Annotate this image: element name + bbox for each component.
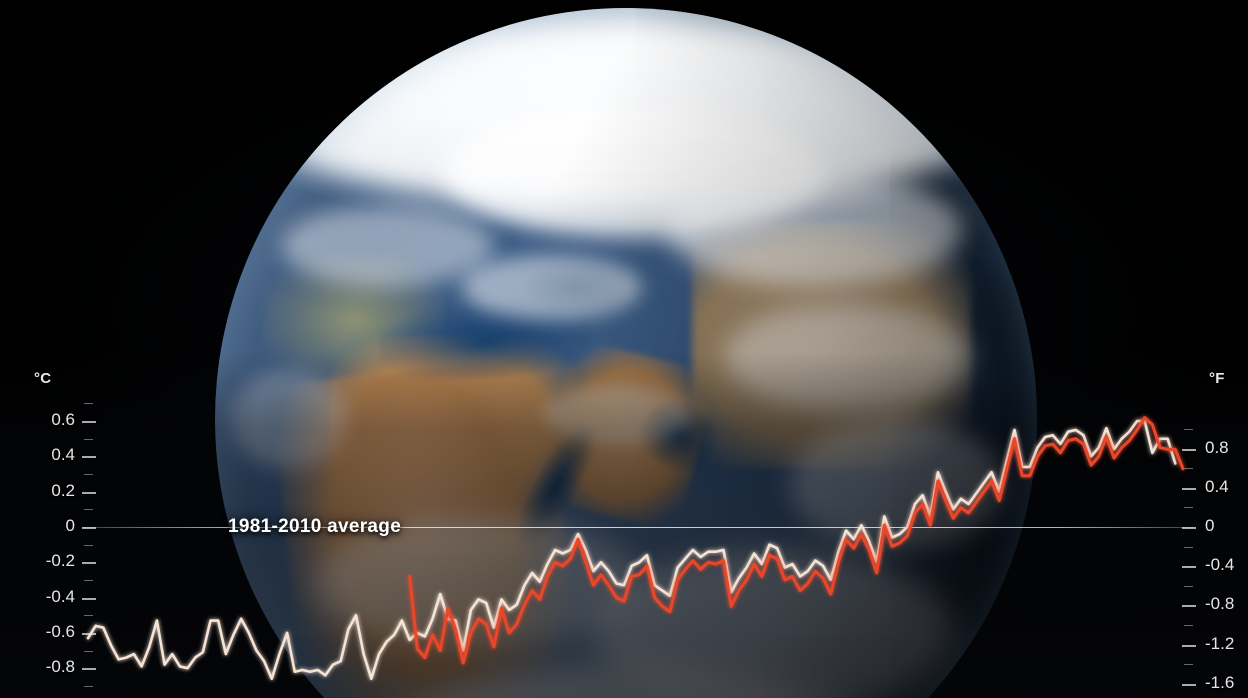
right-tick-mark: [1182, 644, 1196, 647]
left-tick-label: -0.8: [45, 657, 75, 677]
right-tick-mark: [1182, 487, 1196, 490]
left-minor-tick: [84, 615, 93, 617]
left-tick-label: 0: [65, 516, 75, 535]
left-tick-label: 0.2: [51, 480, 75, 500]
right-tick-label: -1.2: [1205, 633, 1235, 653]
right-minor-tick: [1184, 585, 1193, 587]
fahrenheit-unit-label: °F: [1209, 370, 1225, 387]
left-tick-label: -0.4: [45, 586, 75, 606]
left-minor-tick: [84, 650, 93, 652]
celsius-unit-label: °C: [34, 370, 52, 387]
left-minor-tick: [84, 403, 93, 405]
left-minor-tick: [84, 685, 93, 687]
series-line-red: [408, 416, 1185, 665]
left-tick-mark: [82, 632, 96, 635]
right-minor-tick: [1184, 625, 1193, 627]
left-tick-mark: [82, 527, 96, 529]
left-tick-mark: [82, 491, 96, 494]
left-minor-tick: [84, 544, 93, 546]
left-tick-label: -0.2: [45, 551, 75, 571]
baseline-average-label: 1981-2010 average: [228, 516, 402, 537]
series-line-cream: [86, 419, 1177, 681]
left-tick-label: 0.4: [51, 445, 75, 465]
right-tick-mark: [1182, 683, 1196, 686]
right-minor-tick: [1184, 546, 1193, 548]
right-minor-tick: [1184, 428, 1193, 430]
right-minor-tick: [1184, 468, 1193, 470]
right-tick-mark: [1182, 527, 1196, 529]
left-tick-mark: [82, 456, 96, 459]
left-minor-tick: [84, 474, 93, 476]
right-minor-tick: [1184, 507, 1193, 509]
right-tick-mark: [1182, 605, 1196, 608]
right-tick-label: -1.6: [1205, 672, 1235, 692]
baseline-zero-line: [82, 527, 1194, 528]
right-tick-label: 0.8: [1205, 437, 1229, 457]
right-tick-mark: [1182, 448, 1196, 451]
right-tick-label: -0.8: [1205, 594, 1235, 614]
right-tick-label: -0.4: [1205, 555, 1235, 575]
left-tick-label: 0.6: [51, 410, 75, 430]
left-minor-tick: [84, 438, 93, 440]
left-tick-mark: [82, 562, 96, 565]
left-tick-mark: [82, 668, 96, 671]
chart-scrim: [0, 352, 1248, 698]
left-tick-label: -0.6: [45, 621, 75, 641]
right-tick-label: 0.4: [1205, 476, 1229, 496]
left-tick-mark: [82, 421, 96, 424]
right-tick-label: 0: [1205, 516, 1215, 535]
left-minor-tick: [84, 509, 93, 511]
left-minor-tick: [84, 579, 93, 581]
left-tick-mark: [82, 597, 96, 600]
right-tick-mark: [1182, 566, 1196, 569]
right-minor-tick: [1184, 664, 1193, 666]
